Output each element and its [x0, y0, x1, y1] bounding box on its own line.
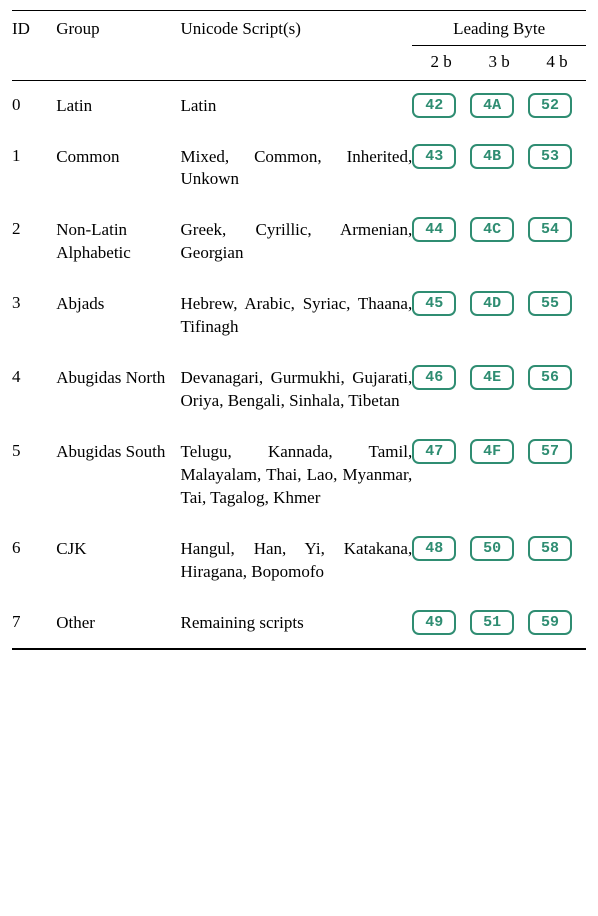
cell-3b: 50 [470, 524, 528, 598]
table-row: 6CJKHangul, Han, Yi, Katakana, Hiragana,… [12, 524, 586, 598]
table-row: 0LatinLatin424A52 [12, 81, 586, 132]
cell-3b: 4D [470, 279, 528, 353]
table-row: 4Abugidas NorthDevanagari, Gur­mukhi, Gu… [12, 353, 586, 427]
cell-group: Abugidas North [56, 353, 180, 427]
cell-scripts: Latin [181, 81, 413, 132]
cell-3b: 4E [470, 353, 528, 427]
cell-id: 3 [12, 279, 56, 353]
cell-id: 5 [12, 427, 56, 524]
cell-3b: 4A [470, 81, 528, 132]
table-row: 7OtherRemaining scripts495159 [12, 598, 586, 649]
cell-group: Abugidas South [56, 427, 180, 524]
header-leading-byte: Leading Byte [412, 11, 586, 45]
cell-3b: 4C [470, 205, 528, 279]
table-row: 2Non-Latin AlphabeticGreek, Cyrillic, Ar… [12, 205, 586, 279]
cell-2b: 46 [412, 353, 470, 427]
cell-2b: 44 [412, 205, 470, 279]
cell-group: Latin [56, 81, 180, 132]
header-scripts: Unicode Script(s) [181, 11, 413, 45]
cell-group: CJK [56, 524, 180, 598]
cell-4b: 52 [528, 81, 586, 132]
cell-4b: 56 [528, 353, 586, 427]
cell-3b: 4F [470, 427, 528, 524]
header-3b: 3 b [470, 45, 528, 80]
cell-2b: 47 [412, 427, 470, 524]
cell-scripts: Greek, Cyrillic, Ar­menian, Georgian [181, 205, 413, 279]
cell-2b: 48 [412, 524, 470, 598]
cell-id: 4 [12, 353, 56, 427]
cell-id: 6 [12, 524, 56, 598]
cell-4b: 53 [528, 132, 586, 206]
cell-scripts: Hangul, Han, Yi, Katakana, Hiragana, Bop… [181, 524, 413, 598]
cell-scripts: Telugu, Kannada, Tamil, Malayalam, Thai,… [181, 427, 413, 524]
cell-scripts: Remaining scripts [181, 598, 413, 649]
table-row: 5Abugidas SouthTelugu, Kannada, Tamil, M… [12, 427, 586, 524]
cell-id: 0 [12, 81, 56, 132]
cell-4b: 58 [528, 524, 586, 598]
table-row: 3AbjadsHebrew, Arabic, Syriac, Thaana, T… [12, 279, 586, 353]
cell-2b: 49 [412, 598, 470, 649]
table-row: 1CommonMixed, Common, Inherited, Unkown4… [12, 132, 586, 206]
cell-2b: 45 [412, 279, 470, 353]
cell-2b: 43 [412, 132, 470, 206]
cell-group: Common [56, 132, 180, 206]
script-groups-table: ID Group Unicode Script(s) Leading Byte … [12, 11, 586, 649]
header-id: ID [12, 11, 56, 45]
cell-scripts: Devanagari, Gur­mukhi, Gujarati, Oriya, … [181, 353, 413, 427]
header-2b: 2 b [412, 45, 470, 80]
cell-group: Abjads [56, 279, 180, 353]
cell-4b: 55 [528, 279, 586, 353]
cell-scripts: Hebrew, Arabic, Syriac, Thaana, Tifinagh [181, 279, 413, 353]
header-4b: 4 b [528, 45, 586, 80]
cell-2b: 42 [412, 81, 470, 132]
cell-id: 2 [12, 205, 56, 279]
cell-id: 1 [12, 132, 56, 206]
header-group: Group [56, 11, 180, 45]
cell-group: Other [56, 598, 180, 649]
cell-4b: 59 [528, 598, 586, 649]
cell-id: 7 [12, 598, 56, 649]
cell-4b: 57 [528, 427, 586, 524]
cell-3b: 4B [470, 132, 528, 206]
cell-3b: 51 [470, 598, 528, 649]
cell-group: Non-Latin Alphabetic [56, 205, 180, 279]
cell-scripts: Mixed, Common, Inherited, Unkown [181, 132, 413, 206]
cell-4b: 54 [528, 205, 586, 279]
